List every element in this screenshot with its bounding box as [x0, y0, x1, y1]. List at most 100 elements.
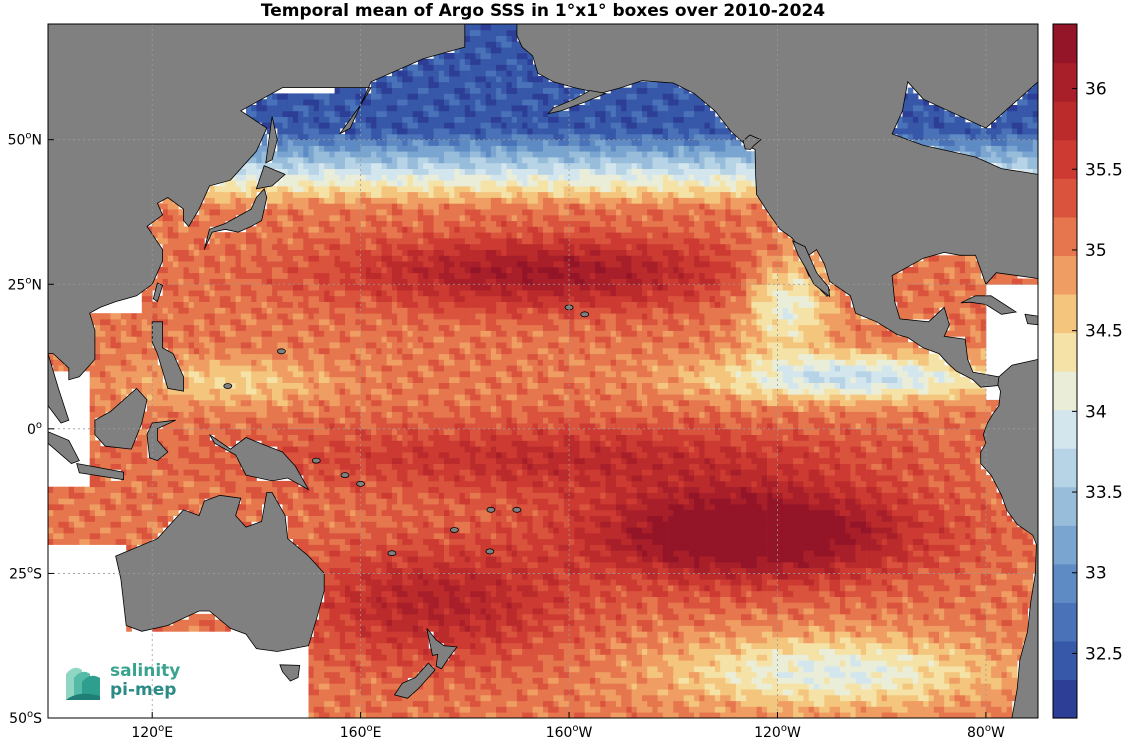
sss-cell — [386, 619, 393, 626]
sss-cell — [261, 249, 268, 256]
sss-cell — [391, 347, 398, 355]
sss-cell — [318, 255, 325, 262]
sss-cell — [376, 556, 382, 563]
sss-cell — [235, 463, 242, 470]
sss-cell — [381, 313, 388, 320]
sss-cell — [266, 382, 273, 389]
sss-cell — [402, 527, 408, 534]
sss-cell — [365, 197, 372, 204]
sss-cell — [428, 116, 434, 123]
sss-cell — [193, 336, 200, 343]
sss-cell — [313, 284, 320, 291]
sss-cell — [79, 498, 85, 505]
sss-cell — [308, 434, 315, 441]
sss-cell — [209, 388, 216, 395]
sss-cell — [365, 162, 372, 169]
sss-cell — [417, 70, 424, 77]
sss-cell — [157, 480, 163, 488]
sss-cell — [308, 509, 315, 516]
sss-cell — [313, 342, 320, 349]
sss-cell — [94, 475, 101, 482]
sss-cell — [355, 249, 361, 256]
sss-cell — [209, 457, 216, 464]
sss-cell — [318, 133, 325, 141]
sss-cell — [360, 469, 367, 476]
sss-cell — [167, 284, 174, 291]
sss-cell — [313, 139, 320, 146]
sss-cell — [397, 666, 403, 673]
sss-cell — [360, 556, 367, 563]
sss-cell — [183, 295, 190, 302]
sss-cell — [214, 417, 221, 424]
sss-cell — [334, 307, 341, 314]
sss-cell — [214, 469, 221, 476]
sss-cell — [115, 498, 122, 505]
sss-cell — [407, 608, 414, 615]
sss-cell — [334, 87, 341, 94]
sss-cell — [433, 579, 440, 586]
sss-cell — [256, 376, 262, 383]
sss-cell — [287, 232, 294, 239]
sss-cell — [376, 168, 382, 175]
sss-cell — [391, 336, 398, 343]
sss-cell — [214, 463, 221, 470]
sss-cell — [350, 180, 356, 187]
sss-cell — [272, 428, 278, 435]
sss-cell — [386, 180, 393, 187]
sss-cell — [350, 504, 356, 511]
sss-cell — [365, 330, 372, 337]
sss-cell — [350, 469, 356, 476]
sss-cell — [417, 411, 424, 418]
sss-cell — [100, 509, 106, 516]
sss-cell — [298, 394, 304, 401]
sss-cell — [397, 671, 403, 678]
sss-cell — [308, 145, 315, 152]
sss-cell — [407, 585, 414, 592]
sss-cell — [58, 359, 64, 366]
sss-cell — [428, 457, 434, 464]
sss-cell — [334, 492, 341, 499]
sss-cell — [371, 585, 377, 592]
sss-cell — [308, 666, 315, 673]
sss-cell — [100, 498, 106, 505]
sss-cell — [402, 475, 408, 482]
sss-cell — [240, 498, 247, 505]
sss-cell — [339, 475, 346, 482]
sss-cell — [282, 428, 289, 435]
sss-cell — [318, 365, 325, 372]
sss-cell — [402, 706, 408, 713]
sss-cell — [381, 567, 388, 574]
sss-cell — [397, 440, 403, 447]
sss-cell — [105, 388, 111, 395]
sss-cell — [376, 266, 382, 274]
sss-cell — [178, 313, 184, 320]
sss-cell — [412, 261, 419, 268]
sss-cell — [240, 382, 247, 389]
sss-cell — [334, 480, 341, 488]
sss-cell — [360, 660, 367, 667]
sss-cell — [329, 284, 335, 291]
sss-cell — [407, 637, 414, 644]
sss-cell — [94, 480, 101, 488]
sss-cell — [292, 255, 299, 262]
sss-cell — [402, 226, 408, 233]
sss-cell — [219, 266, 226, 274]
sss-cell — [214, 185, 221, 193]
sss-cell — [402, 394, 408, 401]
sss-cell — [345, 394, 351, 401]
sss-cell — [318, 347, 325, 355]
sss-cell — [360, 185, 367, 193]
sss-cell — [282, 411, 289, 418]
sss-cell — [225, 249, 231, 256]
sss-cell — [376, 417, 382, 424]
sss-cell — [313, 347, 320, 355]
sss-cell — [199, 480, 205, 488]
sss-cell — [423, 93, 429, 100]
sss-cell — [428, 255, 434, 262]
sss-cell — [334, 110, 341, 117]
sss-cell — [381, 532, 388, 540]
sss-cell — [261, 336, 268, 343]
sss-cell — [178, 272, 184, 279]
sss-cell — [225, 290, 231, 297]
sss-cell — [94, 394, 101, 401]
